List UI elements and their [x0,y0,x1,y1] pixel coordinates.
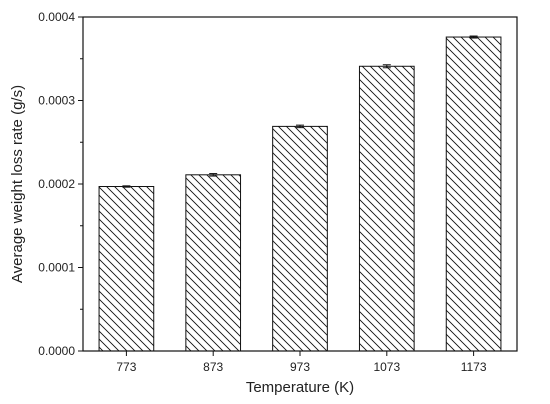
bars-layer [98,35,502,352]
bar-873 [185,174,242,352]
axes-layer: 773 873 973 1073 1173 0.0000 0.0001 0.0002 0.000… [38,10,518,374]
y-tick-label: 0.0001 [38,261,75,275]
x-tick-label-1073: 1073 [373,360,400,374]
x-tick-label-773: 773 [116,360,136,374]
bar-973 [272,125,328,352]
y-tick-label: 0.0000 [38,344,75,358]
y-tick-label: 0.0002 [38,177,75,191]
x-axis-title: Temperature (K) [246,379,354,396]
bar-1073 [358,65,415,352]
bar-773 [98,186,155,352]
x-tick-label-873: 873 [203,360,223,374]
bar-1173 [445,36,502,352]
x-tick-label-973: 973 [290,360,310,374]
y-axis-title: Average weight loss rate (g/s) [9,85,26,283]
y-tick-label: 0.0004 [38,10,75,24]
y-tick-label: 0.0003 [38,94,75,108]
x-tick-label-1173: 1173 [461,360,487,374]
